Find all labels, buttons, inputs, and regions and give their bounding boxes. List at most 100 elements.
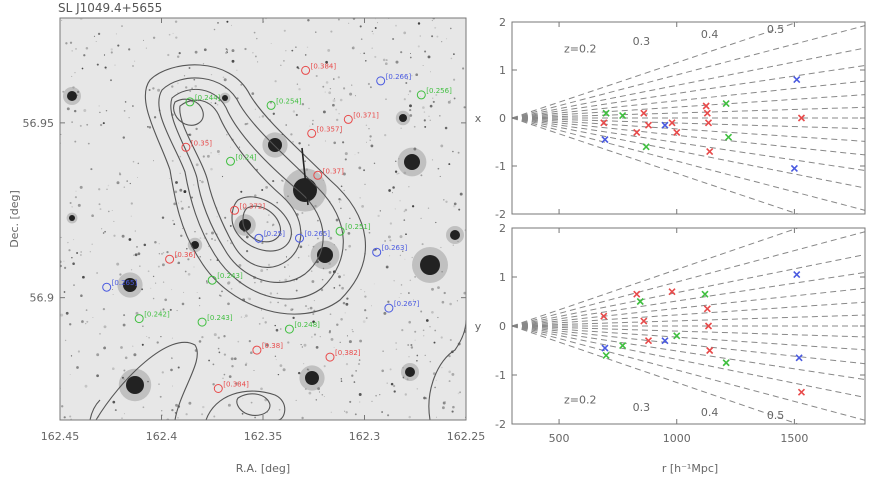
redshift-line-label: 0.5 bbox=[767, 23, 785, 36]
background-star bbox=[104, 66, 107, 69]
background-star bbox=[208, 246, 210, 247]
background-star bbox=[449, 99, 451, 101]
background-star bbox=[369, 139, 371, 141]
background-star bbox=[193, 266, 195, 268]
cone-point-red bbox=[706, 346, 714, 355]
background-star bbox=[169, 178, 171, 180]
background-star bbox=[274, 80, 277, 83]
background-star bbox=[411, 256, 413, 259]
background-star bbox=[171, 408, 174, 412]
background-star bbox=[274, 324, 276, 327]
background-star bbox=[178, 202, 180, 204]
cone-line bbox=[512, 117, 865, 211]
galaxy-marker-blue bbox=[295, 233, 304, 243]
background-star bbox=[320, 288, 324, 292]
cone-point-green bbox=[602, 351, 610, 359]
background-star bbox=[449, 338, 452, 342]
background-star bbox=[244, 317, 246, 318]
background-star bbox=[148, 336, 150, 339]
background-star bbox=[395, 342, 397, 344]
background-star bbox=[382, 58, 386, 62]
background-star bbox=[266, 269, 268, 271]
background-star bbox=[130, 215, 132, 217]
cone-line bbox=[512, 325, 865, 338]
cone-ytick-label: 1 bbox=[499, 64, 506, 77]
background-star bbox=[407, 93, 409, 96]
background-star bbox=[423, 111, 426, 113]
background-star bbox=[258, 323, 261, 325]
cone-ytick-label: -1 bbox=[495, 160, 506, 173]
background-star bbox=[166, 250, 169, 254]
background-star bbox=[453, 53, 455, 55]
background-star bbox=[96, 63, 99, 66]
background-star bbox=[424, 50, 427, 53]
background-star bbox=[277, 373, 280, 376]
background-star bbox=[337, 272, 339, 275]
background-star bbox=[397, 172, 400, 175]
background-star bbox=[319, 335, 321, 338]
background-star bbox=[311, 280, 315, 283]
redshift-label: [0.267] bbox=[394, 300, 420, 308]
background-star bbox=[184, 270, 187, 273]
background-star bbox=[328, 91, 332, 95]
background-star bbox=[210, 73, 213, 76]
background-star bbox=[240, 83, 243, 86]
redshift-label: [0.263] bbox=[382, 244, 408, 252]
background-star bbox=[252, 52, 254, 54]
sky-ticks: 162.45 162.4 162.35 162.3 162.25 56.95 56.9 bbox=[23, 18, 485, 443]
background-star bbox=[287, 264, 289, 266]
background-star bbox=[308, 255, 310, 257]
background-star bbox=[260, 269, 264, 273]
cone-top-ylabel: x bbox=[475, 112, 482, 125]
background-star bbox=[214, 102, 217, 105]
background-star bbox=[344, 152, 348, 156]
background-star bbox=[181, 302, 185, 306]
background-star bbox=[433, 341, 436, 344]
background-star bbox=[457, 240, 459, 242]
background-star bbox=[70, 418, 72, 420]
background-star bbox=[374, 55, 377, 58]
background-star bbox=[459, 391, 461, 394]
background-star bbox=[312, 123, 314, 125]
background-star bbox=[409, 114, 413, 117]
background-star bbox=[213, 415, 216, 418]
background-star bbox=[408, 90, 412, 93]
galaxy-marker-red bbox=[230, 205, 240, 215]
background-star bbox=[119, 173, 122, 176]
background-star bbox=[250, 351, 253, 354]
background-star bbox=[244, 363, 247, 366]
background-star bbox=[290, 308, 293, 311]
background-star bbox=[410, 343, 413, 347]
background-star bbox=[420, 310, 423, 313]
background-star bbox=[317, 237, 319, 240]
cone-bottom-lines: z=0.2 0.3 0.4 0.5 bbox=[512, 228, 865, 424]
background-star bbox=[322, 267, 325, 270]
background-star bbox=[253, 31, 256, 34]
background-star bbox=[344, 410, 346, 412]
background-star bbox=[295, 113, 298, 117]
background-star bbox=[69, 201, 72, 205]
background-star bbox=[93, 35, 96, 38]
background-star bbox=[84, 384, 88, 388]
background-star bbox=[260, 280, 263, 283]
background-star bbox=[242, 398, 244, 400]
background-star bbox=[116, 181, 120, 185]
background-star bbox=[416, 354, 419, 357]
background-star bbox=[177, 366, 180, 369]
background-star bbox=[152, 36, 156, 39]
background-star bbox=[223, 78, 227, 82]
background-star bbox=[392, 37, 395, 41]
background-star bbox=[434, 386, 436, 389]
background-star bbox=[354, 154, 356, 156]
background-star bbox=[65, 42, 68, 45]
background-star bbox=[210, 152, 212, 154]
background-star bbox=[312, 320, 315, 324]
background-star bbox=[295, 399, 297, 401]
background-star bbox=[452, 204, 456, 208]
background-star bbox=[402, 376, 405, 379]
background-star bbox=[172, 32, 174, 34]
background-star bbox=[414, 339, 416, 341]
background-star bbox=[358, 393, 362, 396]
background-star bbox=[63, 416, 66, 419]
background-star bbox=[96, 272, 98, 274]
